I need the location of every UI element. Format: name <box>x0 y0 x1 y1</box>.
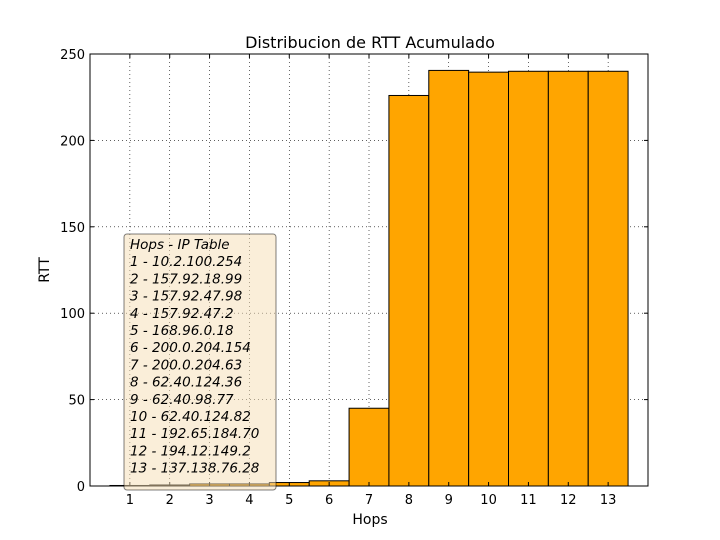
x-tick-label: 3 <box>205 493 213 508</box>
x-tick-label: 13 <box>600 493 617 508</box>
legend-entry: 11 - 192.65.184.70 <box>130 426 259 442</box>
y-tick-label: 250 <box>60 48 85 63</box>
plot-frame <box>89 53 649 487</box>
y-tick-label: 100 <box>60 307 85 322</box>
legend-background <box>123 233 277 491</box>
chart-title: Distribucion de RTT Acumulado <box>245 33 495 52</box>
x-tick-label: 6 <box>325 493 333 508</box>
x-tick-label: 7 <box>365 493 373 508</box>
legend-entry: 2 - 157.92.18.99 <box>130 271 242 287</box>
bars <box>109 69 629 487</box>
legend-entry: 3 - 157.92.47.98 <box>130 289 242 305</box>
bar-hop-7 <box>348 407 390 487</box>
legend-title: Hops - IP Table <box>130 237 230 253</box>
legend-entry: 12 - 194.12.149.2 <box>130 443 251 459</box>
x-tick-label: 2 <box>166 493 174 508</box>
y-tick-label: 50 <box>68 394 85 409</box>
y-tick-label: 150 <box>60 221 85 236</box>
legend-entry: 6 - 200.0.204.154 <box>130 340 251 356</box>
x-axis-label: Hops <box>352 512 387 528</box>
y-tick-label: 200 <box>60 134 85 149</box>
legend-entry: 1 - 10.2.100.254 <box>130 254 242 270</box>
bar-hop-11 <box>508 70 549 487</box>
x-tick-label: 1 <box>126 493 134 508</box>
legend-entry: 10 - 62.40.124.82 <box>130 409 251 425</box>
legend-entry: 7 - 200.0.204.63 <box>130 357 242 373</box>
legend-entry: 4 - 157.92.47.2 <box>130 306 234 322</box>
bar-hop-13 <box>587 70 629 487</box>
x-tick-label: 8 <box>405 493 413 508</box>
bar-hop-12 <box>547 70 589 487</box>
x-tick-label: 11 <box>520 493 537 508</box>
bar-hop-8 <box>388 94 430 487</box>
legend-entry: 5 - 168.96.0.18 <box>130 323 234 339</box>
legend-entry: 9 - 62.40.98.77 <box>130 392 234 408</box>
y-axis-label: RTT <box>37 257 53 283</box>
y-tick-label: 0 <box>77 480 85 495</box>
x-tick-label: 4 <box>245 493 253 508</box>
x-tick-label: 9 <box>445 493 453 508</box>
x-tick-label: 5 <box>285 493 293 508</box>
bar-hop-10 <box>468 71 509 487</box>
x-tick-label: 10 <box>480 493 497 508</box>
legend-entry: 13 - 137.138.76.28 <box>130 461 259 477</box>
legend-entry: 8 - 62.40.124.36 <box>130 375 242 391</box>
x-tick-label: 12 <box>560 493 577 508</box>
bar-hop-9 <box>428 69 470 487</box>
